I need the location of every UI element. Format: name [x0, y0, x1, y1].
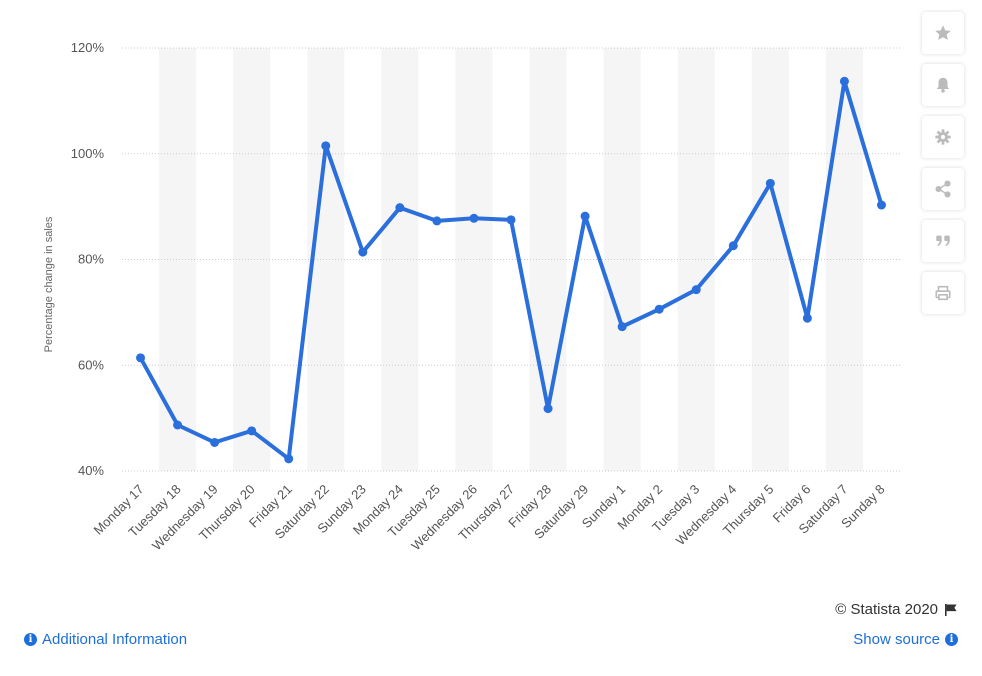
data-point [654, 304, 664, 314]
notification-button[interactable] [922, 64, 964, 106]
data-point [173, 420, 183, 430]
data-point [358, 247, 368, 257]
data-point [802, 313, 812, 323]
info-icon: i [945, 633, 958, 646]
grid-lines [122, 47, 900, 472]
band [603, 48, 641, 471]
data-point [136, 353, 146, 363]
cite-button[interactable] [922, 220, 964, 262]
data-point [210, 437, 220, 447]
quote-icon [936, 235, 950, 246]
print-icon [935, 285, 951, 301]
band [381, 48, 419, 471]
data-points [136, 76, 886, 464]
y-tick-label: 40% [78, 463, 104, 478]
show-source-link[interactable]: Show source i [853, 631, 958, 648]
info-icon: i [24, 633, 37, 646]
data-point [617, 322, 627, 332]
y-tick-label: 80% [78, 252, 104, 267]
y-axis-label: Percentage change in sales [43, 216, 55, 352]
print-button[interactable] [922, 272, 964, 314]
data-point [321, 141, 331, 151]
bell-icon [936, 77, 950, 93]
copyright: © Statista 2020 [835, 601, 958, 618]
y-tick-label: 100% [71, 146, 105, 161]
show-source-label: Show source [853, 631, 940, 648]
flag-icon[interactable] [944, 603, 958, 617]
data-point [691, 285, 701, 295]
additional-information-label: Additional Information [42, 631, 188, 648]
data-point [876, 200, 886, 210]
gear-icon [935, 129, 951, 145]
data-point [728, 241, 738, 251]
data-point [469, 213, 479, 223]
data-point [247, 426, 257, 436]
data-point [395, 203, 405, 213]
copyright-text: © Statista 2020 [835, 601, 938, 618]
data-point [543, 404, 553, 414]
share-icon [935, 180, 951, 198]
y-axis-ticks: 40% 60% 80% 100% 120% [71, 40, 105, 478]
additional-information-link[interactable]: i Additional Information [24, 631, 187, 648]
data-point [284, 454, 294, 464]
data-point [839, 76, 849, 86]
y-tick-label: 60% [78, 357, 104, 372]
data-point [765, 178, 775, 188]
y-tick-label: 120% [71, 40, 105, 55]
data-point [580, 211, 590, 221]
star-icon [935, 25, 951, 40]
settings-button[interactable] [922, 116, 964, 158]
share-button[interactable] [922, 168, 964, 210]
favorite-button[interactable] [922, 12, 964, 54]
chart-toolbar [922, 12, 966, 324]
data-point [506, 215, 516, 225]
data-point [432, 216, 442, 226]
background-bands [159, 48, 863, 471]
